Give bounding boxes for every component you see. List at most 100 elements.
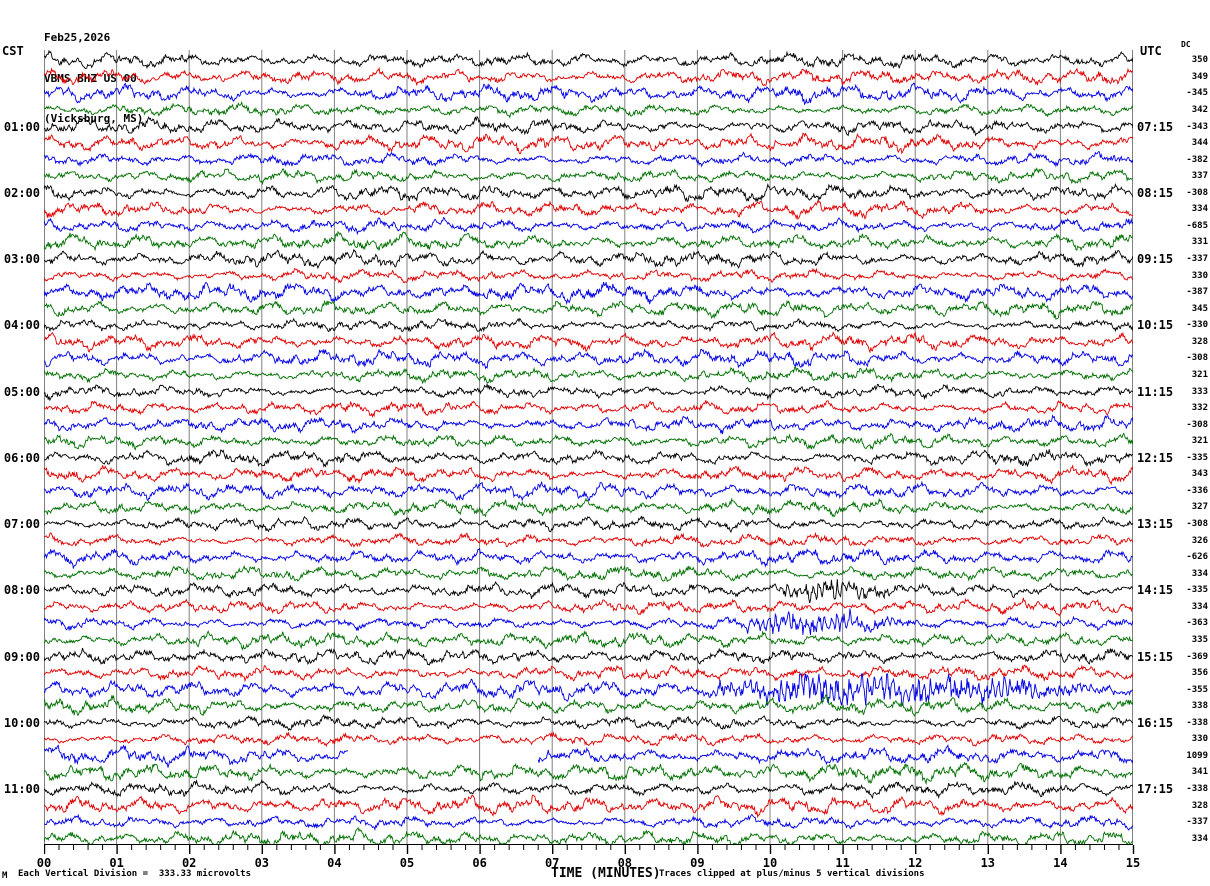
seismic-trace [44,82,1133,106]
cst-hour-label: 11:00 [3,782,40,797]
header-block: Feb25,2026 VBMS BHZ US 00 (Vicksburg, MS… [44,4,143,139]
cst-hour-label: 05:00 [3,384,40,399]
seismic-trace [44,694,1133,717]
utc-hour-label: 17:15 [1137,782,1174,797]
trace-group [44,50,1133,845]
dc-offset-value: 334 [1191,204,1208,215]
utc-hour-label: 08:15 [1137,185,1174,200]
dc-offset-value: 327 [1191,502,1208,513]
utc-hour-label: 16:15 [1137,715,1174,730]
seismic-trace [44,366,1133,385]
dc-offset-value: 349 [1191,71,1208,82]
seismic-trace [44,248,1133,270]
dc-offset-value: -335 [1186,452,1208,463]
dc-offset-value: 341 [1191,767,1208,778]
seismic-trace [44,317,1133,333]
dc-offset-value: 326 [1191,535,1208,546]
cst-hour-label: 08:00 [3,583,40,598]
dc-offset-value: -382 [1186,154,1208,165]
seismic-trace [44,565,1133,583]
seismic-trace [44,714,1133,732]
seismic-trace [44,199,1133,220]
utc-hour-label: 15:15 [1137,649,1174,664]
tick-mark-layer [44,845,1135,854]
footer-marker-glyph: M [2,871,8,881]
dc-offset-value: -345 [1186,88,1208,99]
dc-offset-value: 321 [1191,436,1208,447]
seismic-trace [44,382,1133,402]
vertical-division-note: Each Vertical Division = 333.33 microvol… [18,869,251,879]
seismic-trace [44,182,1133,203]
x-tick-label: 00 [36,856,52,870]
seismic-trace [44,281,1133,306]
x-tick-label: 09 [690,856,705,870]
dc-offset-value: 328 [1191,800,1208,811]
seismic-trace [44,813,1133,831]
seismic-trace [44,230,1133,252]
dc-offset-value: 338 [1191,701,1208,712]
x-tick-label: 04 [327,856,342,870]
utc-hour-label: 14:15 [1137,583,1174,598]
utc-hour-label: 12:15 [1137,450,1174,465]
dc-offset-value: 337 [1191,171,1208,182]
x-tick-label: 05 [399,856,415,870]
seismic-trace [44,348,1133,370]
dc-offset-value: 343 [1191,469,1208,480]
dc-offset-value: 335 [1191,634,1208,645]
dc-offset-value: 328 [1191,336,1208,347]
seismic-trace [44,448,1133,468]
dc-offset-value: -685 [1186,220,1208,231]
dc-offset-value: -343 [1186,121,1208,132]
cst-axis-caption: CST [2,44,24,58]
cst-hour-label: 01:00 [3,119,40,134]
dc-offset-value: -308 [1186,519,1208,530]
x-tick-label: 03 [254,856,270,870]
seismic-trace [44,167,1133,186]
utc-hour-label: 13:15 [1137,517,1174,532]
seismic-trace [44,400,1133,418]
seismic-trace [44,779,1133,800]
x-axis-title: TIME (MINUTES) [551,866,661,881]
seismic-trace [44,50,1133,70]
seismic-trace [44,480,1133,502]
dc-offset-value: 356 [1191,668,1208,679]
x-tick-label: 14 [1053,856,1068,870]
x-tick-label: 11 [835,856,850,870]
clipping-note: Traces clipped at plus/minus 5 vertical … [659,869,925,879]
dc-offset-value: 330 [1191,734,1208,745]
dc-offset-value: 333 [1191,386,1208,397]
seismic-trace [44,299,1133,320]
seismogram-traces [44,50,1133,845]
seismic-trace [44,414,1133,435]
seismic-trace [44,515,1133,534]
utc-hour-label: 11:15 [1137,384,1174,399]
seismic-trace [44,826,1133,845]
dc-offset-value: -337 [1186,817,1208,828]
x-tick-label: 13 [980,856,996,870]
dc-offset-value: 1099 [1186,750,1208,761]
dc-offset-value: -338 [1186,717,1208,728]
dc-offset-value: -369 [1186,651,1208,662]
x-tick-label: 07 [544,856,560,870]
dc-offset-value: -335 [1186,585,1208,596]
cst-hour-label: 02:00 [3,185,40,200]
dc-offset-value: 345 [1191,303,1208,314]
header-location: (Vicksburg, MS) [44,112,144,125]
seismogram-plot[interactable] [44,50,1133,845]
seismic-trace [44,629,1133,651]
dc-offset-value: -336 [1186,485,1208,496]
seismic-trace [44,761,1133,786]
dc-offset-value: 331 [1191,237,1208,248]
seismic-trace [44,794,1133,819]
cst-hour-label: 07:00 [3,517,40,532]
cst-hour-label: 09:00 [3,649,40,664]
dc-offset-value: -308 [1186,187,1208,198]
x-tick-label: 12 [907,856,923,870]
dc-offset-value: -337 [1186,254,1208,265]
seismic-trace [44,608,1133,636]
seismic-trace [44,464,1133,486]
seismic-trace [44,597,1133,617]
x-tick-label: 10 [762,856,778,870]
dc-offset-value: 330 [1191,270,1208,281]
x-tick-label: 15 [1125,856,1141,870]
